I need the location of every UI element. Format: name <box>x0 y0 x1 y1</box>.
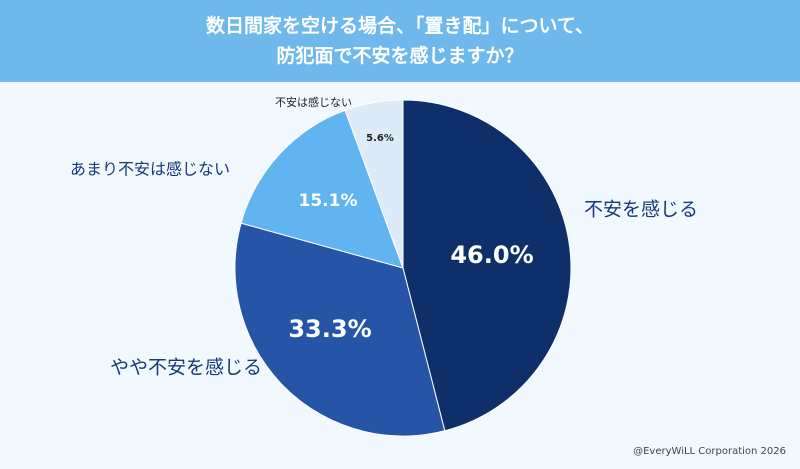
slice-category-label-4: 不安は感じない <box>275 95 352 109</box>
title-line-2: 防犯面で不安を感じますか？ <box>276 45 524 67</box>
pie-slice-2 <box>234 222 446 437</box>
pie-chart: 46.0% 不安を感じる 33.3% やや不安を感じる 15.1% あまり不安は感じない 5… <box>70 95 698 437</box>
copyright-credit: @EveryWiLL Corporation 2026 <box>633 446 786 457</box>
slice-value-label-2: 33.3% <box>288 315 371 343</box>
slice-value-label-1: 46.0% <box>450 241 533 269</box>
pie-slice-4 <box>344 99 404 269</box>
slice-value-label-4: 5.6% <box>366 133 394 144</box>
pie-slice-1 <box>402 99 572 432</box>
slice-category-label-1: 不安を感じる <box>584 199 698 221</box>
slice-category-label-2: やや不安を感じる <box>110 357 262 379</box>
slice-category-label-3: あまり不安は感じない <box>70 160 230 179</box>
pie-slice-3 <box>240 109 404 269</box>
title-line-1: 数日間家を空ける場合、「置き配」について、 <box>206 15 594 37</box>
chart-title: 数日間家を空ける場合、「置き配」について、 防犯面で不安を感じますか？ <box>0 0 800 82</box>
slice-value-label-3: 15.1% <box>299 191 358 211</box>
